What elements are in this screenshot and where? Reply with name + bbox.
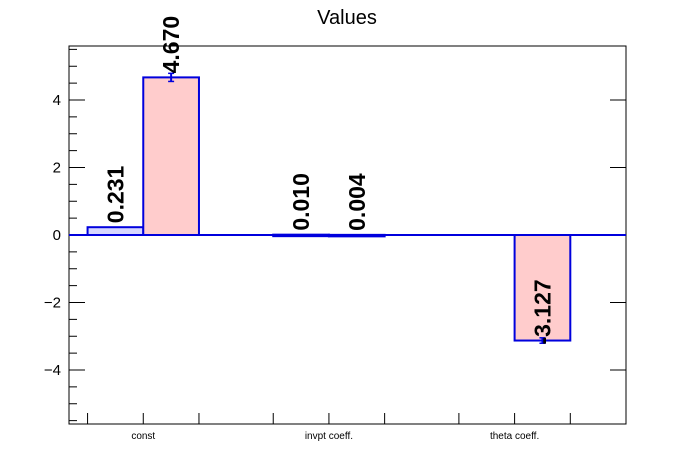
data-label: 0.004 — [344, 173, 370, 231]
data-label: 0.231 — [102, 165, 128, 223]
y-tick-label: −4 — [44, 362, 61, 379]
chart-title: Values — [317, 7, 377, 29]
data-label: 4.670 — [158, 16, 184, 74]
y-tick-label: 4 — [53, 92, 61, 109]
y-tick-label: −2 — [44, 295, 61, 312]
y-tick-label: 2 — [53, 160, 61, 177]
axis-ticks: −4 −2 0 2 4 const invpt coeff. theta coeff. — [44, 48, 626, 442]
data-label: -3.127 — [529, 279, 555, 344]
bar — [142, 76, 200, 236]
x-tick-label: theta coeff. — [490, 431, 539, 442]
y-tick-label: 0 — [53, 227, 61, 244]
bars-layer — [69, 72, 626, 344]
data-label: 0.010 — [288, 173, 314, 231]
x-tick-label: invpt coeff. — [305, 431, 353, 442]
labels-layer: 0.231 0.010 4.670 0.004 -3.127 — [102, 16, 555, 345]
x-tick-label: const — [131, 431, 155, 442]
bar — [86, 226, 145, 237]
